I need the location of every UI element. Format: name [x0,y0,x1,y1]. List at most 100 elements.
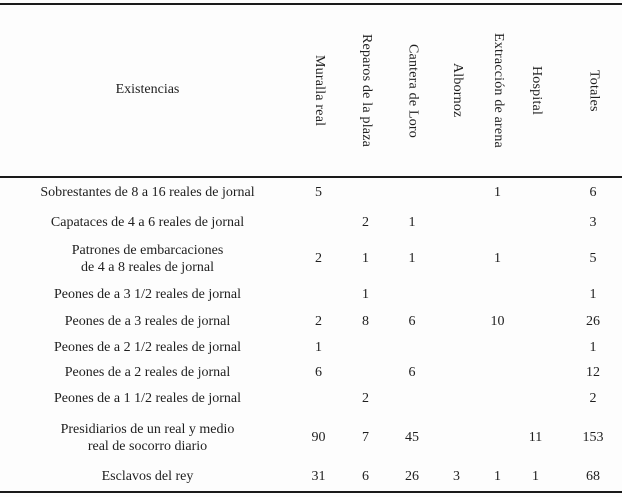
row-label: Patrones de embarcaciones de 4 a 8 reale… [71,242,224,275]
table-header-row: Existencias Muralla real Reparos de la p… [0,5,622,178]
cell-value: 2 [362,214,369,230]
row-label: Sobrestantes de 8 a 16 reales de jornal [40,184,255,200]
cell-value [435,361,478,386]
column-header-hospital: Hospital [517,5,554,176]
cell-value [295,386,342,413]
column-header-label: Albornoz [449,63,465,118]
cell-value: 3 [589,214,597,230]
cell-value: 1 [362,286,369,302]
cell-value [435,281,478,309]
cell-value [517,281,554,309]
table-row-capataces: Capataces de 4 a 6 reales de jornal 2 1 … [0,208,622,238]
cell-value: 68 [586,469,600,485]
cell-value [342,361,389,386]
cell-value: 2 [362,391,369,407]
table-row-sobrestantes: Sobrestantes de 8 a 16 reales de jornal … [0,178,622,208]
cell-value [435,336,478,361]
cell-value: 5 [315,184,322,200]
row-label: Peones de a 1 1/2 reales de jornal [54,391,241,407]
cell-value: 3 [453,469,460,485]
cell-value [295,281,342,309]
table-row-patrones: Patrones de embarcaciones de 4 a 8 reale… [0,238,622,281]
cell-value: 90 [311,430,326,446]
cell-value: 1 [589,340,597,356]
row-label: Peones de a 3 reales de jornal [64,314,231,330]
table-row-peones-1-12: Peones de a 1 1/2 reales de jornal 2 2 [0,386,622,413]
table-row-peones-3: Peones de a 3 reales de jornal 2 8 6 10 … [0,309,622,336]
cell-value: 6 [408,314,416,330]
cell-value [517,386,554,413]
column-header-label: Extracción de arena [490,33,506,148]
column-header-totales: Totales [554,5,622,176]
cell-value: 1 [589,286,597,302]
cell-value: 1 [315,340,322,356]
table-row-esclavos: Esclavos del rey 31 6 26 3 1 1 68 [0,464,622,491]
existencias-table: Existencias Muralla real Reparos de la p… [0,3,622,493]
column-header-label: Totales [586,69,602,112]
row-label: Peones de a 3 1/2 reales de jornal [54,286,241,302]
table-row-presidiarios: Presidiarios de un real y medio real de … [0,413,622,464]
cell-value: 1 [408,214,416,230]
cell-value: 6 [589,184,597,200]
row-label: Presidiarios de un real y medio real de … [60,421,235,454]
row-label: Peones de a 2 1/2 reales de jornal [54,340,241,356]
cell-value [478,281,517,309]
cell-value: 11 [528,430,543,446]
cell-value: 45 [405,430,419,446]
cell-value: 12 [586,365,600,381]
cell-value: 7 [362,430,369,446]
table-row-peones-3-12: Peones de a 3 1/2 reales de jornal 1 1 [0,281,622,309]
row-label: Peones de a 2 reales de jornal [64,365,231,381]
cell-value: 153 [582,430,604,446]
cell-value [478,413,517,464]
cell-value [517,208,554,238]
column-header-label: Cantera de Loro [405,43,421,138]
cell-value: 1 [408,251,416,267]
cell-value [389,178,435,208]
cell-value: 26 [405,469,419,485]
cell-value: 6 [315,365,322,381]
cell-value [517,178,554,208]
column-header-muralla-real: Muralla real [295,5,342,176]
table-row-peones-2-12: Peones de a 2 1/2 reales de jornal 1 1 [0,336,622,361]
cell-value: 26 [586,314,600,330]
column-header-extraccion-de-arena: Extracción de arena [478,5,517,176]
cell-value: 1 [532,469,539,485]
cell-value: 2 [589,391,597,407]
cell-value [435,178,478,208]
cell-value [295,208,342,238]
cell-value [517,361,554,386]
table-row-peones-2: Peones de a 2 reales de jornal 6 6 12 [0,361,622,386]
cell-value: 31 [311,469,326,485]
corner-header-label: Existencias [115,82,180,98]
cell-value: 2 [315,314,322,330]
cell-value [435,238,478,281]
column-header-reparos-de-la-plaza: Reparos de la plaza [342,5,389,176]
cell-value: 1 [494,184,501,200]
cell-value [389,281,435,309]
cell-value: 6 [408,365,416,381]
cell-value [478,361,517,386]
cell-value [435,208,478,238]
cell-value [342,336,389,361]
cell-value [517,336,554,361]
cell-value [342,178,389,208]
cell-value [435,386,478,413]
column-header-label: Muralla real [311,54,327,127]
column-header-albornoz: Albornoz [435,5,478,176]
cell-value: 1 [494,469,501,485]
column-header-label: Hospital [528,65,544,116]
cell-value [435,413,478,464]
column-header-label: Reparos de la plaza [358,33,374,148]
cell-value: 1 [362,251,369,267]
cell-value [389,386,435,413]
cell-value [478,208,517,238]
cell-value [435,309,478,336]
cell-value: 10 [490,314,505,330]
cell-value [389,336,435,361]
cell-value: 1 [494,251,501,267]
cell-value: 5 [589,251,597,267]
row-label: Esclavos del rey [101,469,194,485]
cell-value: 2 [315,251,322,267]
